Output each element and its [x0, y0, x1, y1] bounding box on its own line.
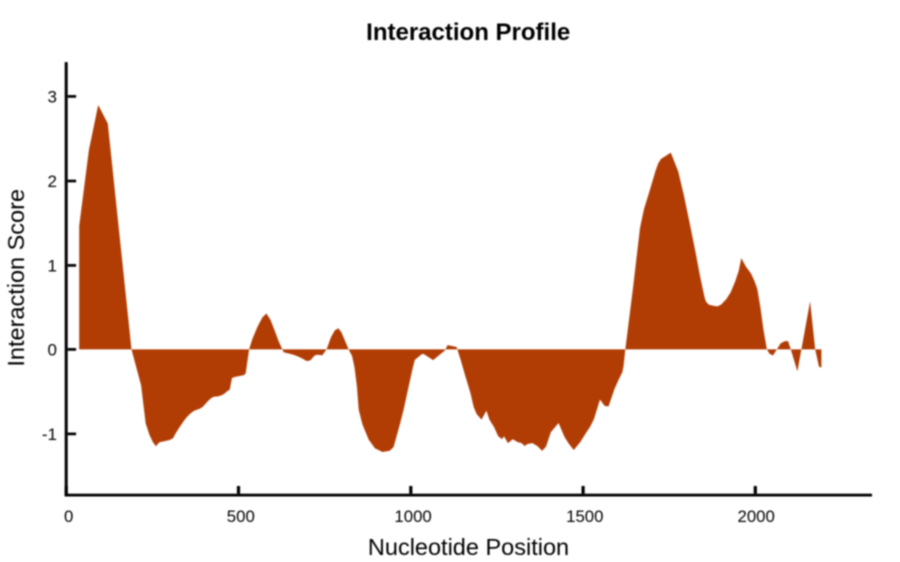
svg-text:0: 0	[48, 340, 57, 359]
svg-text:3: 3	[48, 87, 57, 106]
svg-text:1: 1	[48, 256, 57, 275]
svg-text:500: 500	[227, 507, 255, 526]
svg-text:1000: 1000	[394, 507, 431, 526]
svg-text:2000: 2000	[738, 507, 775, 526]
svg-text:Interaction Score: Interaction Score	[3, 189, 29, 367]
svg-text:Interaction Profile: Interaction Profile	[366, 19, 570, 46]
svg-text:-1: -1	[42, 425, 57, 444]
svg-text:0: 0	[64, 507, 73, 526]
svg-text:2: 2	[48, 172, 57, 191]
svg-text:1500: 1500	[566, 507, 603, 526]
svg-text:Nucleotide Position: Nucleotide Position	[368, 534, 569, 560]
